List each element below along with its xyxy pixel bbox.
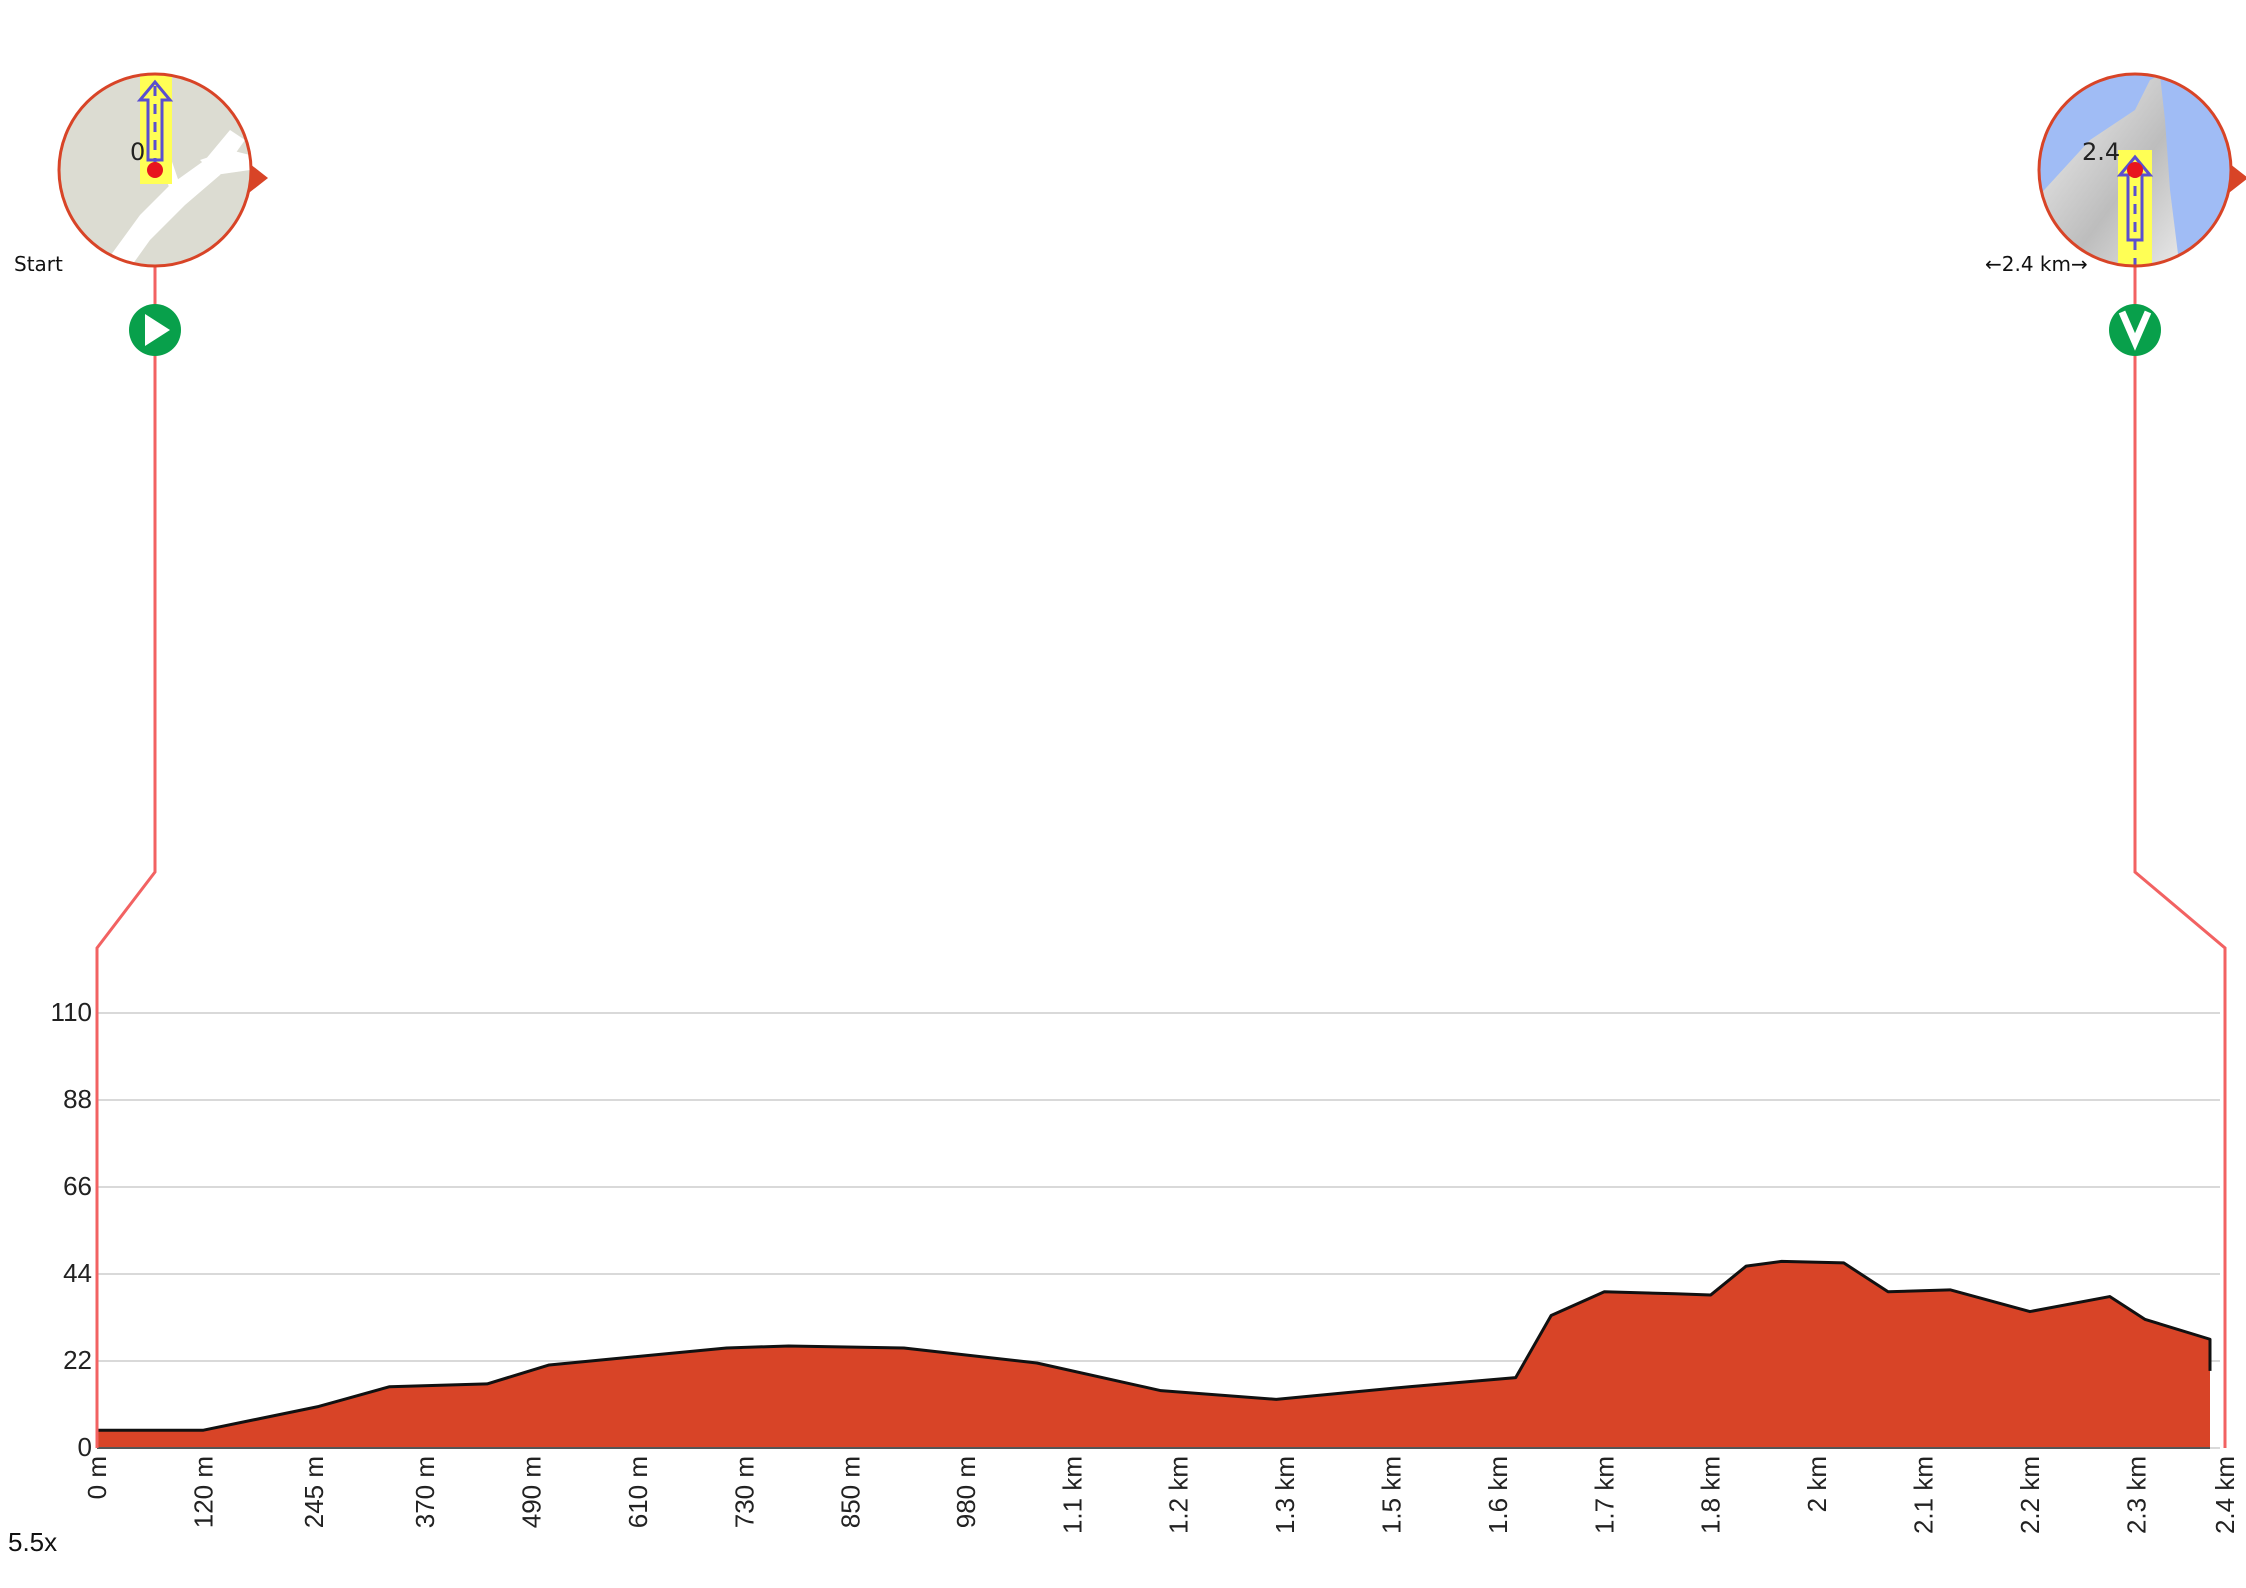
x-tick-label: 2.2 km	[2015, 1456, 2045, 1534]
x-tick-label: 2.3 km	[2121, 1456, 2151, 1534]
y-axis: 0 22 44 66 88 110	[51, 997, 92, 1462]
elevation-area	[97, 1261, 2210, 1448]
finish-connector-line	[2133, 266, 2227, 1448]
x-tick-label: 1.1 km	[1057, 1456, 1087, 1534]
y-tick-label: 110	[51, 997, 92, 1027]
x-tick-label: 1.7 km	[1589, 1456, 1619, 1534]
elevation-line	[97, 1259, 2212, 1432]
x-tick-label: 980 m	[951, 1456, 981, 1528]
start-label: Start	[14, 252, 63, 276]
x-tick-label: 2.4 km	[2210, 1456, 2240, 1534]
finish-label: ←2.4 km→	[1985, 252, 2088, 276]
y-tick-label: 22	[63, 1345, 92, 1375]
x-tick-label: 730 m	[729, 1456, 759, 1528]
x-tick-label: 0 m	[82, 1456, 112, 1499]
x-axis: 0 m 120 m 245 m 370 m 490 m 610 m 730 m 850 m 98…	[82, 1447, 2240, 1534]
zoom-level: 5.5x	[8, 1527, 58, 1557]
y-tick-label: 66	[63, 1171, 92, 1201]
x-tick-label: 850 m	[836, 1456, 866, 1528]
x-tick-label: 1.6 km	[1483, 1456, 1513, 1534]
x-tick-label: 610 m	[623, 1456, 653, 1528]
start-connector-line	[95, 266, 157, 1448]
x-tick-label: 120 m	[188, 1456, 218, 1528]
x-tick-label: 1.3 km	[1270, 1456, 1300, 1534]
x-tick-label: 370 m	[410, 1456, 440, 1528]
y-tick-label: 88	[63, 1084, 92, 1114]
x-tick-label: 1.8 km	[1696, 1456, 1726, 1534]
y-tick-label: 0	[78, 1432, 92, 1462]
start-map-value: 0	[130, 138, 145, 166]
finish-map-inset[interactable]: 2.4 ←2.4 km→	[1985, 70, 2246, 276]
finish-arrow-icon	[2109, 304, 2161, 356]
start-map-inset[interactable]: 0 Start	[14, 70, 268, 276]
x-tick-label: 2 km	[1802, 1456, 1832, 1512]
x-tick-label: 2.1 km	[1909, 1456, 1939, 1534]
finish-map-value: 2.4	[2082, 138, 2120, 166]
x-tick-label: 490 m	[516, 1456, 546, 1528]
play-icon	[129, 304, 181, 356]
x-tick-label: 245 m	[299, 1456, 329, 1528]
x-tick-label: 1.5 km	[1377, 1456, 1407, 1534]
x-tick-label: 1.2 km	[1164, 1456, 1194, 1534]
y-tick-label: 44	[63, 1258, 92, 1288]
